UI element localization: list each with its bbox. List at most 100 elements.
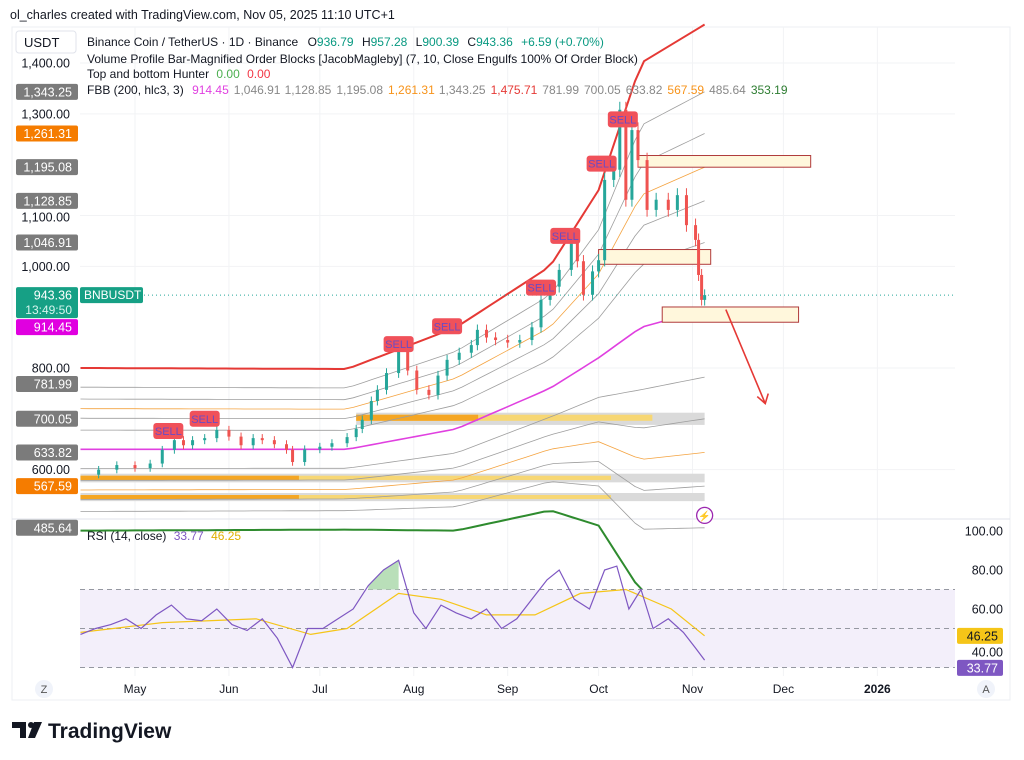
fbb-legend-value: 353.19 [751,83,788,97]
candle-body [666,199,670,210]
candles [80,101,955,479]
candle-body [557,269,561,287]
legend-symbol[interactable]: Binance Coin / TetherUS · 1D · Binance O… [87,35,604,49]
o-label: O [308,35,317,49]
candle-body [285,444,288,450]
sell-label: SELL [191,414,218,426]
fbb-legend-value: 1,475.71 [491,83,538,97]
fbb-axis-tag [16,410,78,427]
candle-body [148,463,152,469]
candle-body [369,401,373,420]
candle-body [697,239,701,275]
rsi-tick-label: 80.00 [972,564,1003,578]
fbb-axis-tag-label: 633.82 [34,446,72,460]
candle-body [457,352,461,360]
fbb-axis-tag [16,192,78,209]
currency-box[interactable] [15,30,77,54]
candle-body [133,465,137,469]
sell-label: SELL [588,159,615,171]
currency-label: USDT [24,35,59,50]
fbb-legend-value: 633.82 [626,83,663,97]
volume-zone-poc [80,475,299,481]
sell-label-box [189,410,220,427]
candle-body [436,375,440,395]
sell-label-box [153,423,184,440]
rsi-ma-tag [957,627,1003,644]
volume-zone-bar [80,475,612,481]
rsi-ma-value: 46.25 [211,529,241,543]
price-tick-label: 1,100.00 [21,210,70,224]
candle-body [654,199,658,210]
sell-label-box [526,279,557,296]
order-block [598,249,712,265]
z-button[interactable] [35,680,53,698]
candle-body [624,109,628,200]
sell-label: SELL [609,114,636,126]
candle-body [539,299,543,328]
candle-body [360,419,364,429]
time-tick-label: Jun [219,682,238,696]
auto-scale-button[interactable] [977,680,995,698]
fbb-legend-value: 1,261.31 [388,83,435,97]
fbb-axis-tag-label: 781.99 [34,377,72,391]
countdown-label: 13:49:50 [25,303,72,317]
open-value: 936.79 [317,35,354,49]
fbb-legend-value: 700.05 [584,83,621,97]
rsi-line [80,559,706,669]
candle-body [469,345,473,353]
sell-label: SELL [434,321,461,333]
fbb-axis-tag [16,478,78,495]
last-price-tag [16,287,78,319]
candle-body [191,440,195,446]
price-tick-label: 1,000.00 [21,260,70,274]
candle-body [700,274,704,300]
last-price-label: 943.36 [34,289,72,303]
legend-top-bottom-hunter[interactable]: Top and bottom Hunter 0.00 0.00 [87,67,271,81]
fbb-axis-tag-label: 567.59 [34,480,72,494]
fbb-legend-value: 1,195.08 [336,83,383,97]
l-label: L [416,35,423,49]
candle-body [645,160,649,210]
order-block [637,155,812,168]
candle-body [375,389,379,402]
candle-body [251,438,255,446]
brand-name[interactable]: TradingView [48,720,172,743]
legend-fbb[interactable]: FBB (200, hlc3, 3) 914.45 1,046.91 1,128.8… [87,83,788,97]
tradingview-logo-icon [12,722,42,738]
candle-body [575,239,579,262]
fbb-legend-value: 485.64 [709,83,746,97]
z-button-label: Z [41,684,48,696]
time-tick-label: 2026 [864,682,891,696]
candle-body [115,465,119,470]
time-tick-label: Aug [403,682,424,696]
rsi-band-fill [80,589,955,668]
credit-text: ol_charles created with TradingView.com,… [10,8,395,22]
candle-body [630,130,634,200]
legend-order-blocks[interactable]: Volume Profile Bar-Magnified Order Block… [87,52,638,66]
candle-body [612,169,616,180]
time-tick-label: Nov [682,682,703,696]
fbb-upper-band [80,166,705,410]
price-tick-label: 800.00 [32,361,70,375]
fbb-axis-tag-label: 1,046.91 [23,236,72,250]
rsi-tag-label: 33.77 [967,661,998,675]
fbb-upper-band [80,200,705,420]
rsi-ma-tag-label: 46.25 [967,629,998,643]
legend-rsi[interactable]: RSI (14, close) 33.77 46.25 [87,529,241,543]
fbb-lower-band [80,461,705,500]
rsi-value: 33.77 [174,529,204,543]
fbb-axis-tag-label: 700.05 [34,412,72,426]
hunter-value-1: 0.00 [216,67,240,81]
rsi-ma-line [80,588,705,637]
candle-body [227,429,231,437]
fbb-basis-line [80,309,705,451]
arrow-head [756,393,770,405]
candle-body [569,239,573,270]
candle-body [636,130,640,161]
chart-frame [11,26,1011,701]
high-value: 957.28 [371,35,408,49]
arrow-line [725,309,766,404]
alert-lightning-icon [695,506,714,525]
volume-zone-bar [80,495,612,500]
